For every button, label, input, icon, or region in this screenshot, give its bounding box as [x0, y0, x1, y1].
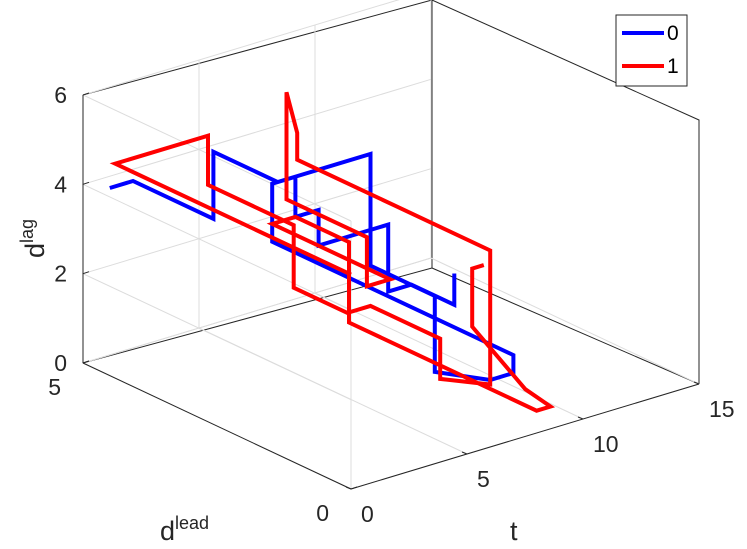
y-tick-label-1: 5: [48, 374, 61, 400]
z-axis-label: dlag: [17, 219, 50, 258]
z-tick-1: [82, 271, 90, 275]
z-tick-label-2: 4: [54, 171, 67, 197]
x-tick-label-1: 5: [477, 466, 490, 492]
legend-box: [615, 14, 688, 87]
series-line-1: [109, 91, 556, 413]
gridline-z-3: [81, 0, 400, 222]
y-tick-0: [350, 486, 358, 490]
x-tick-label-3: 15: [709, 396, 735, 422]
ticks: [82, 92, 700, 490]
legend: 0 1: [615, 14, 688, 87]
x-tick-0: [345, 486, 352, 490]
gridline-x-1: [198, 60, 468, 455]
y-axis-label-sup: lead: [175, 513, 209, 533]
z-tick-3: [82, 92, 90, 96]
y-axis-label: dlead: [160, 513, 209, 546]
x-tick-2: [577, 416, 584, 420]
z-axis-label-base: d: [20, 243, 50, 258]
gridline-y-0: [350, 221, 700, 490]
y-tick-label-0: 0: [316, 500, 329, 526]
series-line-0: [109, 148, 516, 383]
x-tick-label-0: 0: [361, 501, 374, 527]
z-axis-label-sup: lag: [17, 219, 37, 243]
legend-label-0: 0: [667, 22, 679, 45]
y-axis-label-base: d: [160, 516, 175, 546]
x-axis-line: [350, 383, 700, 490]
z-tick-label-3: 6: [54, 82, 67, 108]
back-pane-outline: [82, 0, 700, 384]
gridline-x-2: [314, 25, 584, 420]
floor-back-edge: [431, 267, 700, 385]
y-axis-line: [82, 362, 352, 490]
x-tick-3: [693, 381, 700, 385]
x-tick-label-2: 10: [593, 431, 619, 457]
legend-label-1: 1: [667, 55, 679, 78]
x-tick-1: [461, 451, 468, 455]
z-tick-label-1: 2: [54, 261, 67, 287]
gridlines: [81, 0, 700, 490]
z-tick-2: [82, 181, 90, 185]
x-axis-label: t: [510, 516, 518, 546]
z-tick-0: [82, 360, 90, 364]
z-tick-label-0: 0: [54, 350, 67, 376]
series-layer: [109, 91, 556, 413]
